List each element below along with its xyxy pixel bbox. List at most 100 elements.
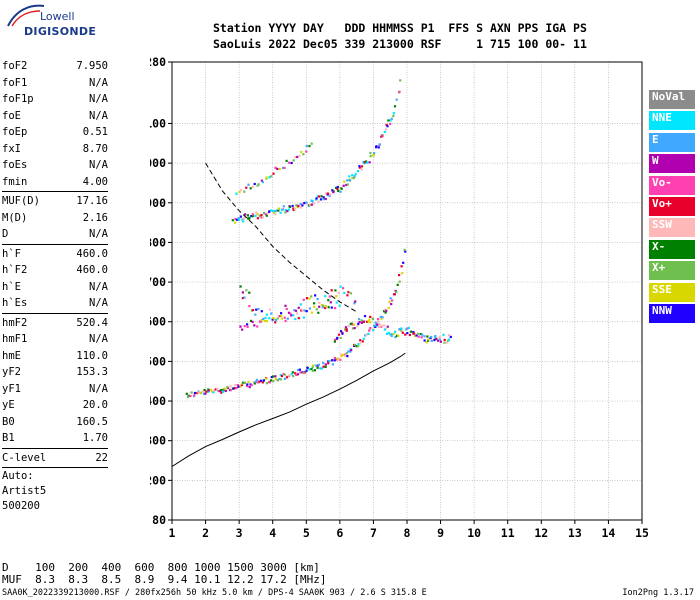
echo-point — [365, 160, 368, 163]
param-row: h`E N/A — [2, 279, 108, 296]
echo-point — [299, 206, 303, 209]
echo-point — [395, 290, 398, 294]
echo-point — [386, 332, 389, 335]
echo-point — [362, 337, 365, 340]
echo-point — [287, 208, 291, 211]
param-label: hmF1 — [2, 333, 28, 345]
echo-point — [420, 336, 423, 339]
echo-point — [336, 358, 339, 361]
echo-point — [355, 345, 358, 348]
echo-point — [271, 318, 274, 321]
echo-point — [373, 152, 376, 155]
echo-point — [238, 191, 241, 194]
y-tick-label: 800 — [150, 235, 166, 249]
echo-point — [425, 341, 428, 344]
echo-point — [189, 394, 192, 398]
echo-point — [374, 321, 377, 324]
echo-point — [273, 318, 276, 321]
param-row: foF1p N/A — [2, 91, 108, 108]
echo-point — [253, 182, 256, 186]
echo-point — [270, 175, 273, 178]
param-value: 110.0 — [76, 349, 108, 362]
echo-point — [340, 354, 343, 358]
echo-point — [357, 345, 360, 348]
echo-point — [251, 185, 254, 188]
echo-point — [193, 394, 196, 397]
autoscale-note: Auto: — [2, 470, 34, 482]
echo-point — [334, 307, 337, 310]
echo-point — [366, 161, 369, 164]
echo-point — [296, 373, 300, 376]
echo-point — [381, 134, 384, 138]
x-tick-label: 10 — [467, 526, 481, 540]
echo-point — [210, 390, 214, 393]
echo-point — [246, 214, 249, 217]
echo-point — [249, 319, 253, 322]
echo-point — [272, 380, 275, 383]
echo-point — [209, 388, 212, 391]
param-separator — [2, 312, 108, 314]
echo-point — [331, 363, 334, 366]
echo-point — [294, 156, 297, 159]
echo-point — [268, 381, 271, 384]
echo-point — [349, 179, 352, 182]
echo-point — [393, 105, 397, 108]
echo-point — [205, 390, 208, 393]
echo-point — [232, 387, 235, 390]
echo-point — [327, 362, 330, 365]
echo-point — [279, 211, 282, 214]
echo-point — [243, 381, 246, 384]
param-separator — [2, 467, 108, 468]
echo-point — [423, 335, 426, 338]
echo-point — [394, 330, 397, 333]
echo-point — [353, 302, 356, 305]
echo-point — [193, 391, 197, 395]
echo-point — [315, 197, 318, 200]
param-label: B0 — [2, 415, 15, 428]
echo-point — [324, 363, 327, 366]
echo-point — [224, 389, 227, 392]
echo-point — [333, 359, 336, 362]
echo-point — [363, 161, 367, 164]
scaled-parameters-panel: foF2 7.950 foF1 N/A foF1p N/A foE N/A foEp 0.51 fx… — [2, 58, 108, 514]
echo-point — [239, 385, 242, 388]
echo-point — [342, 287, 345, 290]
echo-point — [305, 310, 308, 313]
echo-point — [308, 297, 311, 300]
param-label: hmF2 — [2, 316, 28, 329]
echo-point — [253, 382, 256, 385]
echo-point — [383, 310, 386, 313]
x-tick-label: 6 — [336, 526, 343, 540]
echo-trace — [231, 79, 402, 224]
echo-point — [324, 306, 327, 310]
echo-point — [372, 154, 375, 157]
echo-point — [298, 368, 301, 371]
echo-point — [240, 189, 243, 192]
echo-point — [265, 214, 268, 217]
param-value: 7.950 — [76, 60, 108, 72]
echo-point — [241, 297, 244, 300]
echo-point — [333, 340, 336, 343]
echo-point — [383, 324, 386, 327]
echo-point — [398, 280, 401, 283]
param-label: hmE — [2, 349, 21, 362]
echo-point — [329, 193, 332, 196]
echo-point — [372, 329, 375, 332]
echo-point — [297, 306, 300, 309]
param-label: foEp — [2, 126, 28, 138]
echo-point — [344, 354, 347, 357]
echo-point — [322, 365, 325, 368]
echo-point — [354, 173, 357, 176]
echo-point — [234, 383, 237, 387]
echo-point — [326, 192, 330, 195]
echo-point — [293, 208, 297, 211]
echo-point — [404, 250, 407, 253]
echo-point — [405, 328, 408, 331]
echo-point — [317, 195, 321, 198]
echo-point — [222, 390, 225, 393]
echo-point — [343, 291, 346, 295]
echo-point — [402, 261, 405, 264]
echo-point — [338, 304, 341, 307]
echo-point — [339, 190, 342, 193]
echo-point — [358, 318, 361, 321]
